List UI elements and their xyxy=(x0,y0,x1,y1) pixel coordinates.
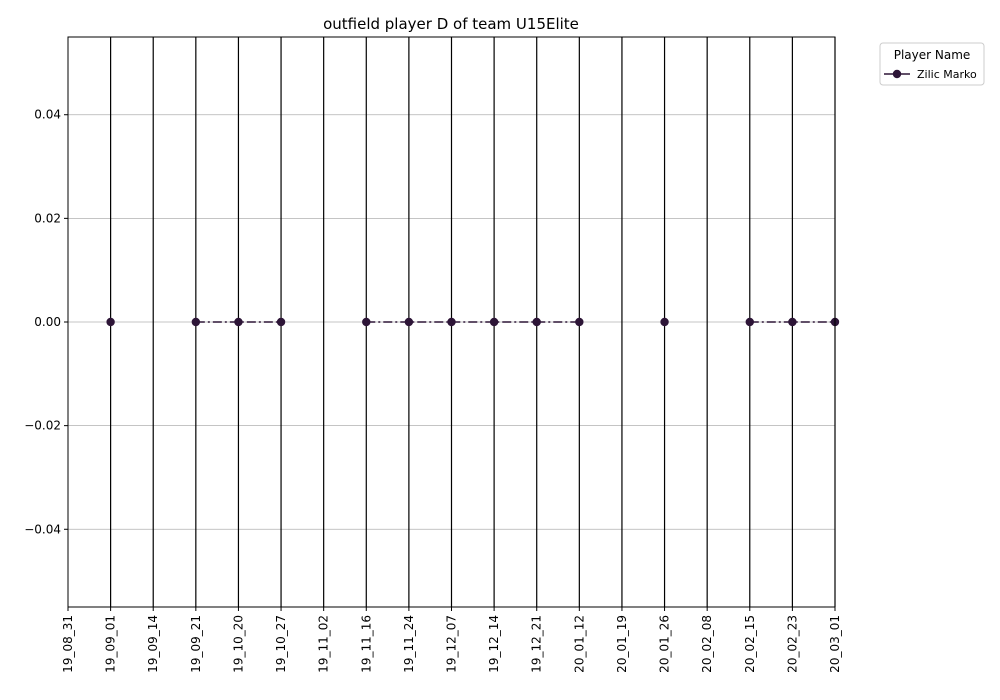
data-point xyxy=(745,317,754,327)
x-tick-label: 19_10_20 xyxy=(231,615,245,673)
x-tick-label: 20_02_08 xyxy=(700,615,714,673)
x-tick-label: 19_11_24 xyxy=(402,615,416,673)
y-tick-label: 0.02 xyxy=(34,211,61,225)
legend-title: Player Name xyxy=(894,48,971,62)
data-point xyxy=(532,317,541,327)
x-tick-label: 20_02_15 xyxy=(743,615,757,673)
x-tick-label: 20_01_19 xyxy=(615,615,629,673)
x-tick-label: 19_12_14 xyxy=(487,615,501,673)
data-point xyxy=(362,317,371,327)
x-tick-label: 19_11_16 xyxy=(359,615,373,673)
legend-marker xyxy=(892,69,902,79)
x-tick-label: 20_01_12 xyxy=(572,615,586,673)
data-point xyxy=(788,317,797,327)
x-tick-label: 19_10_27 xyxy=(274,615,288,673)
x-tick-label: 19_09_01 xyxy=(104,615,118,673)
x-tick-label: 19_09_21 xyxy=(189,615,203,673)
x-axis: 19_08_31 19_09_01 19_09_14 19_09_21 19_10_20… xyxy=(61,607,842,673)
data-point xyxy=(575,317,584,327)
chart-title: outfield player D of team U15Elite xyxy=(323,15,579,33)
data-point xyxy=(106,317,115,327)
x-tick-label: 19_11_02 xyxy=(317,615,331,673)
data-point xyxy=(276,317,286,327)
x-tick-label: 19_09_14 xyxy=(146,615,160,673)
y-tick-label: 0.04 xyxy=(34,108,61,122)
x-tick-label: 20_03_01 xyxy=(828,615,842,673)
x-tick-label: 19_08_31 xyxy=(61,615,75,673)
data-point xyxy=(191,317,201,327)
data-point xyxy=(447,317,456,327)
x-tick-label: 20_02_23 xyxy=(785,615,799,673)
y-tick-label: −0.04 xyxy=(24,522,61,536)
legend-entries: Zilic Marko xyxy=(884,68,977,81)
y-tick-label: −0.02 xyxy=(24,419,61,433)
legend-label: Zilic Marko xyxy=(917,68,977,81)
data-point xyxy=(660,317,669,327)
x-tick-label: 19_12_07 xyxy=(445,615,459,673)
x-tick-label: 19_12_21 xyxy=(530,615,544,673)
series-layer xyxy=(106,317,840,327)
data-point xyxy=(489,317,499,327)
data-point xyxy=(404,317,414,327)
data-point xyxy=(234,317,243,327)
legend: Player Name Zilic Marko xyxy=(879,42,985,86)
y-axis: 0.04 0.02 0.00 −0.02 −0.04 xyxy=(24,108,68,536)
y-tick-label: 0.00 xyxy=(34,315,61,329)
x-tick-label: 20_01_26 xyxy=(658,615,672,673)
